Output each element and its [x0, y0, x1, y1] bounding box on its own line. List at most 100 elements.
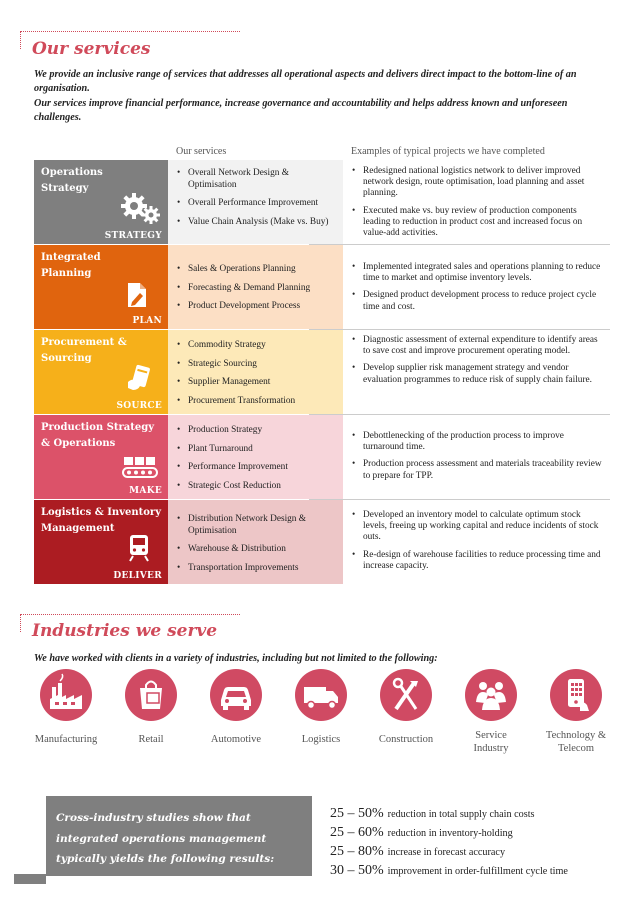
example-item: Production process assessment and materi… — [351, 459, 604, 481]
tools-icon — [392, 677, 418, 711]
card-hand-icon — [128, 364, 150, 390]
service-item: Production Strategy — [176, 425, 337, 437]
stat-range: 25 – 50% — [330, 806, 384, 821]
category-source: Procurement & Sourcing SOURCE — [34, 330, 168, 414]
col-header-examples: Examples of typical projects we have com… — [351, 146, 545, 157]
stat-row: 25 – 80% increase in forecast accuracy — [330, 842, 620, 861]
example-item: Debottlenecking of the production proces… — [351, 431, 604, 453]
category-label: MAKE — [129, 486, 162, 496]
row-separator — [309, 414, 610, 415]
category-deliver: Logistics & Inventory Management DELIVER — [34, 500, 168, 584]
train-icon — [129, 535, 149, 562]
service-item: Commodity Strategy — [176, 340, 337, 352]
examples-cell: Implemented integrated sales and operati… — [343, 245, 610, 329]
stat-text: improvement in order-fulfillment cycle t… — [387, 866, 568, 877]
col-header-services: Our services — [176, 146, 227, 157]
service-row-source: Procurement & Sourcing SOURCE Commodity … — [34, 330, 610, 414]
page-corner-marker — [14, 874, 46, 884]
results-stats: 25 – 50% reduction in total supply chain… — [330, 804, 620, 880]
service-item: Performance Improvement — [176, 462, 337, 474]
truck-icon — [304, 687, 338, 710]
service-item: Value Chain Analysis (Make vs. Buy) — [176, 217, 337, 229]
example-item: Redesigned national logistics network to… — [351, 166, 604, 200]
row-separator — [309, 499, 610, 500]
services-cell: Sales & Operations Planning Forecasting … — [168, 245, 343, 329]
people-icon — [476, 682, 506, 710]
industry-construction: Construction — [368, 669, 444, 746]
header-rule — [20, 31, 240, 32]
category-title: Production Strategy & Operations — [41, 422, 155, 449]
example-item: Re-design of warehouse facilities to red… — [351, 550, 604, 572]
service-row-deliver: Logistics & Inventory Management DELIVER… — [34, 500, 610, 584]
phone-icon — [568, 679, 589, 711]
stat-range: 25 – 60% — [330, 825, 384, 840]
service-item: Overall Performance Improvement — [176, 198, 337, 210]
service-item: Strategic Cost Reduction — [176, 481, 337, 493]
stat-range: 30 – 50% — [330, 863, 384, 878]
industries-rule-vertical — [20, 614, 21, 632]
category-make: Production Strategy & Operations MAKE — [34, 415, 168, 499]
industry-automotive: Automotive — [198, 669, 274, 746]
services-title: Our services — [32, 39, 151, 59]
category-title: Integrated Planning — [41, 252, 101, 279]
gears-icon — [121, 193, 160, 224]
services-cell: Overall Network Design & Optimisation Ov… — [168, 160, 343, 244]
industry-label: Logistics — [301, 734, 341, 745]
header-rule-vertical — [20, 31, 21, 49]
industry-label: Manufacturing — [34, 734, 98, 745]
service-item: Strategic Sourcing — [176, 359, 337, 371]
category-label: PLAN — [132, 316, 162, 326]
industry-label: Retail — [138, 734, 164, 745]
industries-intro: We have worked with clients in a variety… — [34, 653, 438, 664]
service-item: Warehouse & Distribution — [176, 544, 337, 556]
category-title: Operations Strategy — [41, 167, 103, 194]
stat-row: 25 – 60% reduction in inventory-holding — [330, 823, 620, 842]
examples-cell: Developed an inventory model to calculat… — [343, 500, 610, 584]
example-item: Diagnostic assessment of external expend… — [351, 335, 604, 357]
row-separator — [309, 244, 610, 245]
category-title: Procurement & Sourcing — [41, 337, 127, 364]
category-label: DELIVER — [113, 571, 162, 581]
industry-retail: Retail — [113, 669, 189, 746]
service-item: Distribution Network Design & Optimisati… — [176, 514, 337, 537]
results-callout: Cross-industry studies show that integra… — [46, 796, 312, 876]
industry-label: Technology & Telecom — [545, 730, 607, 754]
service-item: Overall Network Design & Optimisation — [176, 168, 337, 191]
category-title: Logistics & Inventory Management — [41, 507, 162, 534]
service-item: Forecasting & Demand Planning — [176, 283, 337, 295]
industry-label: Automotive — [210, 734, 262, 745]
shopping-bag-icon — [140, 680, 162, 709]
industry-service: Service Industry — [453, 669, 529, 755]
category-strategy: Operations Strategy STRATEGY — [34, 160, 168, 244]
category-label: STRATEGY — [104, 231, 162, 241]
row-separator — [309, 329, 610, 330]
document-edit-icon — [128, 283, 146, 307]
service-item: Sales & Operations Planning — [176, 264, 337, 276]
category-plan: Integrated Planning PLAN — [34, 245, 168, 329]
industries-rule — [20, 614, 240, 615]
stat-row: 30 – 50% improvement in order-fulfillmen… — [330, 861, 620, 880]
industries-title: Industries we serve — [32, 621, 218, 641]
service-item: Product Development Process — [176, 301, 337, 313]
services-intro-1: We provide an inclusive range of service… — [34, 69, 577, 94]
service-item: Transportation Improvements — [176, 563, 337, 575]
example-item: Developed an inventory model to calculat… — [351, 510, 604, 544]
example-item: Executed make vs. buy review of producti… — [351, 206, 604, 240]
example-item: Implemented integrated sales and operati… — [351, 262, 604, 284]
service-row-make: Production Strategy & Operations MAKE Pr… — [34, 415, 610, 499]
industry-manufacturing: Manufacturing — [28, 669, 104, 746]
services-cell: Distribution Network Design & Optimisati… — [168, 500, 343, 584]
category-label: SOURCE — [116, 401, 162, 411]
stat-range: 25 – 80% — [330, 844, 384, 859]
industry-label: Service Industry — [473, 730, 509, 754]
stat-row: 25 – 50% reduction in total supply chain… — [330, 804, 620, 823]
service-row-strategy: Operations Strategy STRATEGY Overall Net… — [34, 160, 610, 244]
service-item: Plant Turnaround — [176, 444, 337, 456]
stat-text: reduction in total supply chain costs — [387, 809, 535, 820]
conveyor-icon — [122, 457, 158, 478]
services-cell: Commodity Strategy Strategic Sourcing Su… — [168, 330, 343, 414]
service-item: Supplier Management — [176, 377, 337, 389]
industry-logistics: Logistics — [283, 669, 359, 746]
factory-icon — [50, 673, 82, 709]
stat-text: increase in forecast accuracy — [387, 847, 506, 858]
